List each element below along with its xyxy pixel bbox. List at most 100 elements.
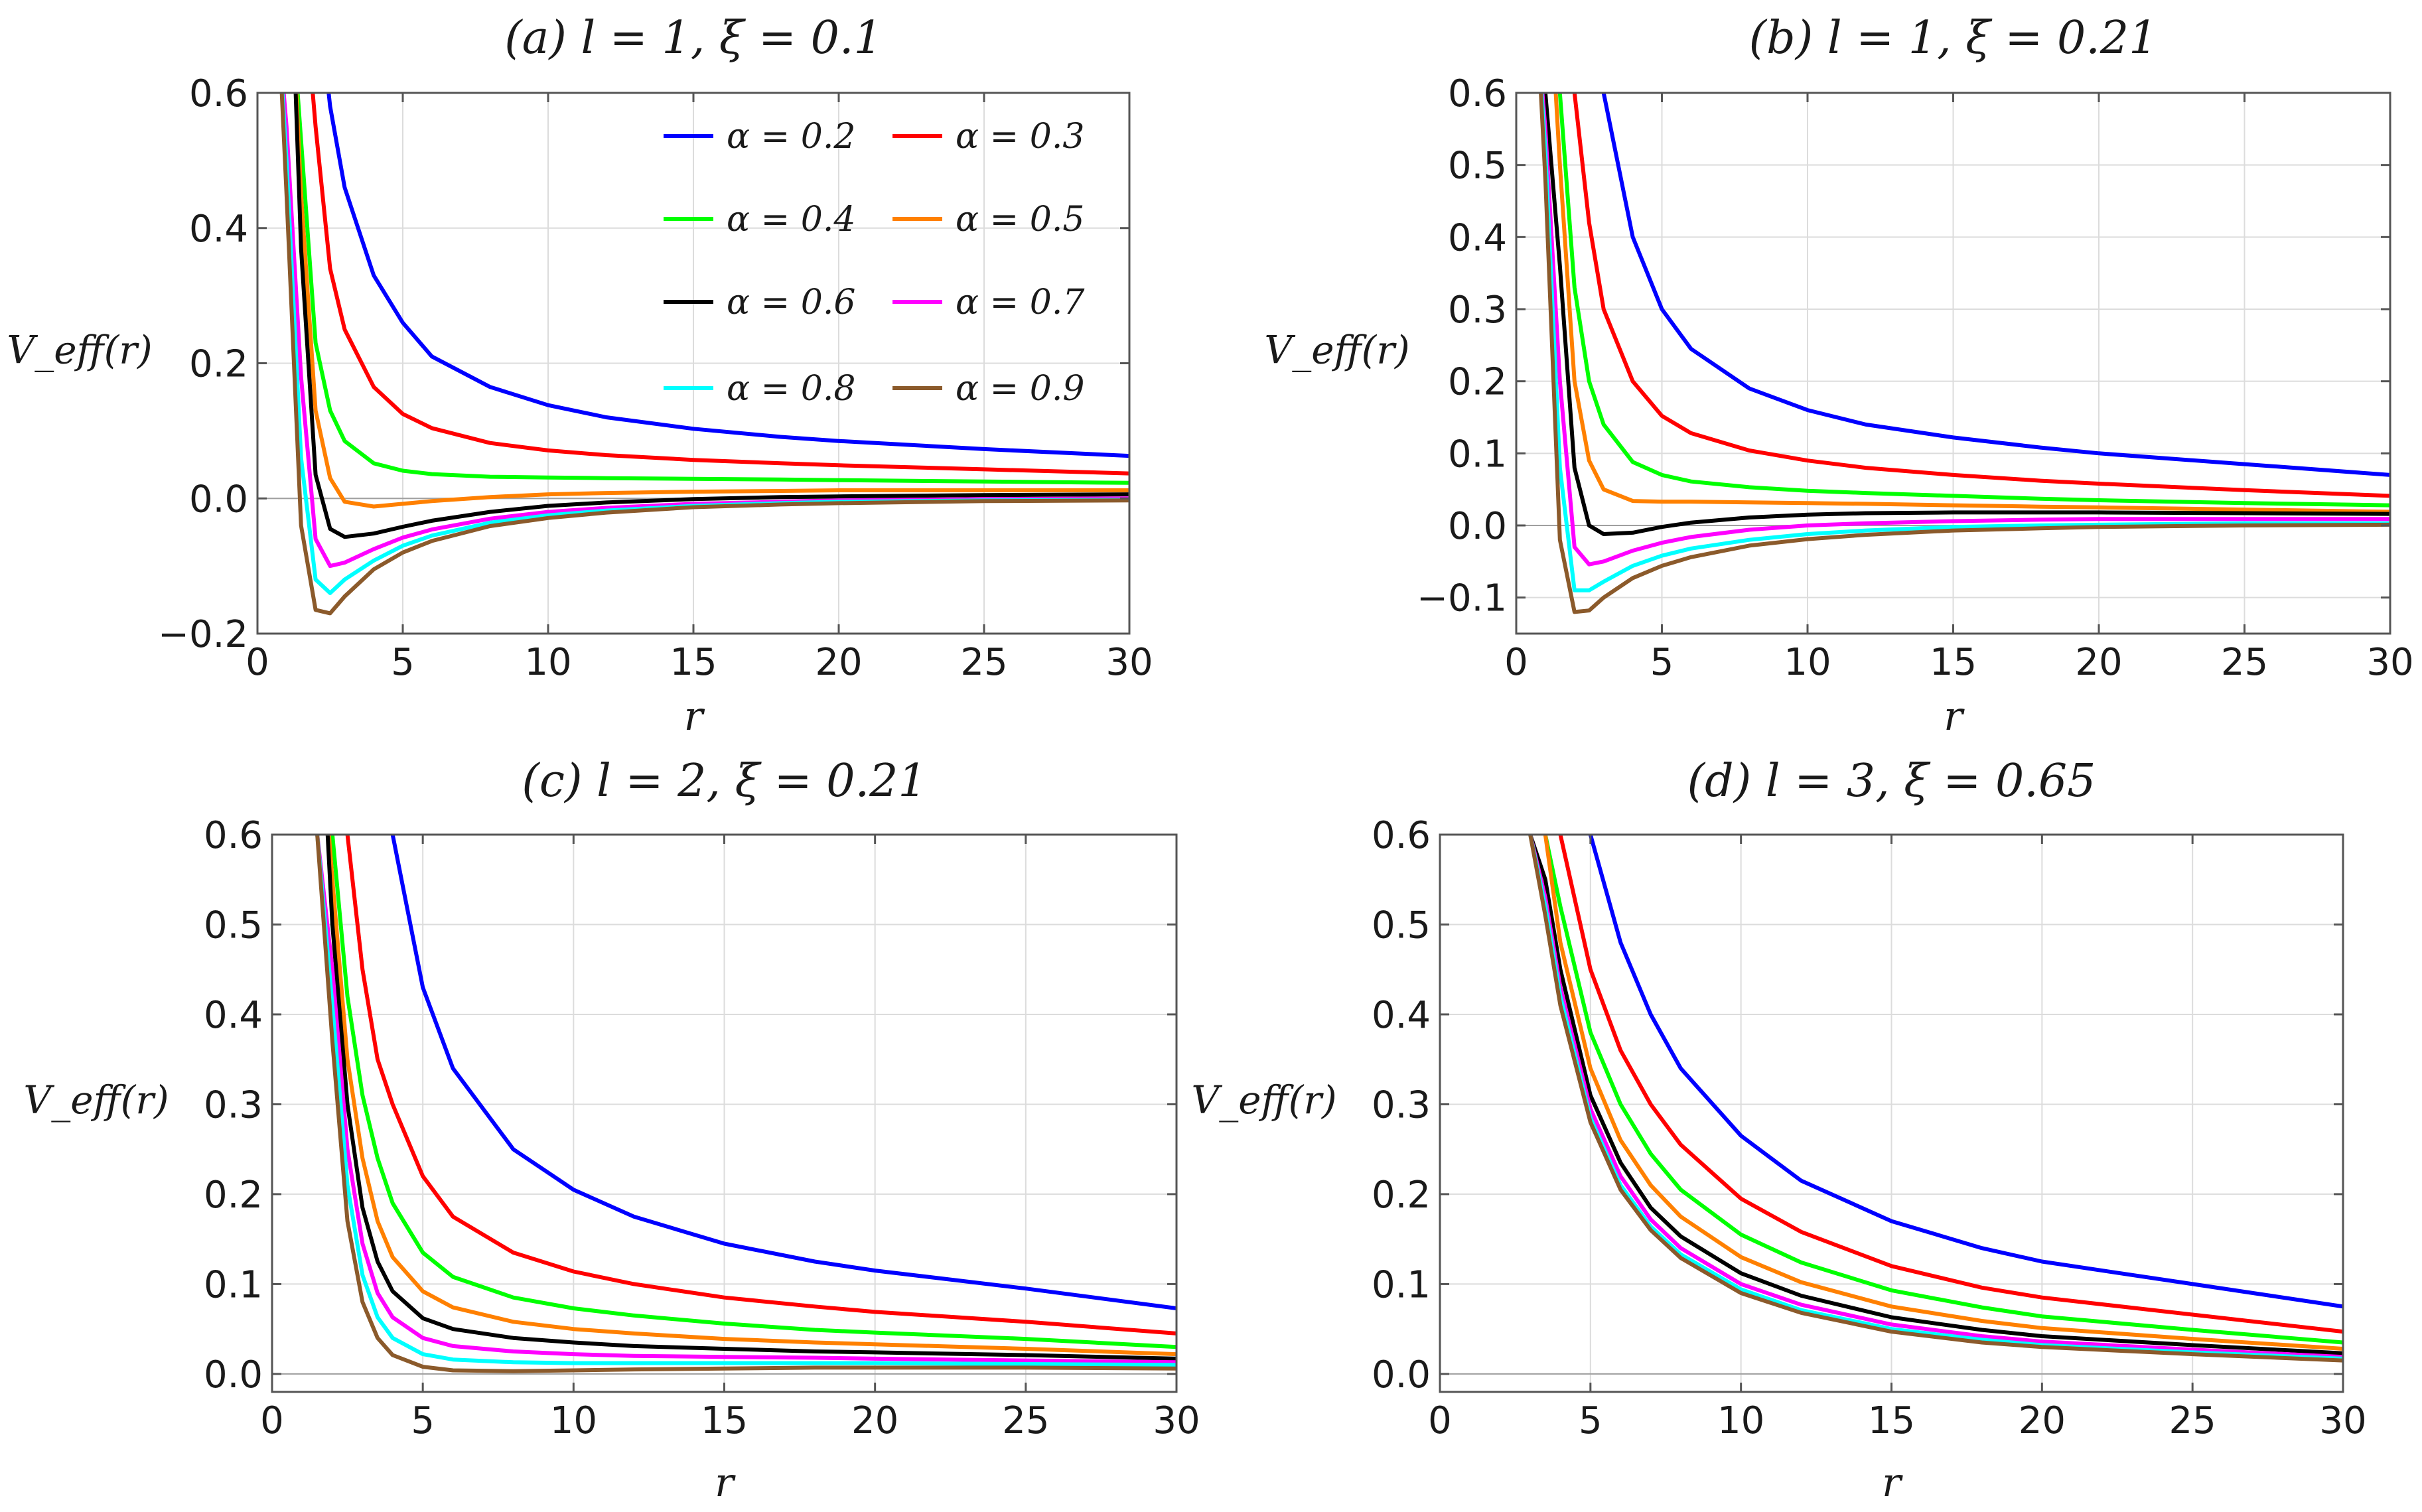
series-group bbox=[315, 835, 1176, 1373]
x-tick-label: 5 bbox=[1650, 641, 1674, 684]
x-tick-label: 30 bbox=[2319, 1399, 2366, 1442]
series-line-5 bbox=[1543, 93, 2390, 536]
x-tick-label: 10 bbox=[1784, 641, 1831, 684]
series-line-4 bbox=[294, 93, 1129, 509]
legend-label-3: α = 0.4 bbox=[727, 200, 855, 240]
y-axis-label: V_eff(r) bbox=[7, 328, 152, 373]
legend-label-5: α = 0.6 bbox=[727, 283, 855, 322]
series-line-6 bbox=[315, 835, 1176, 1365]
legend-label-6: α = 0.7 bbox=[956, 283, 1085, 322]
x-tick-label: 20 bbox=[815, 641, 862, 684]
series-line-8 bbox=[1528, 835, 2343, 1363]
legend-label-2: α = 0.3 bbox=[956, 117, 1084, 157]
series-line-4 bbox=[1543, 835, 2343, 1351]
legend-label-8: α = 0.9 bbox=[956, 369, 1084, 409]
x-tick-label: 25 bbox=[2169, 1399, 2216, 1442]
x-axis-label: r bbox=[715, 1460, 736, 1506]
x-tick-label: 15 bbox=[701, 1399, 748, 1442]
y-tick-label: 0.2 bbox=[1372, 1174, 1431, 1217]
x-axis-label: r bbox=[684, 693, 705, 740]
y-tick-label: 0.6 bbox=[1448, 72, 1507, 115]
y-tick-label: 0.2 bbox=[1448, 361, 1507, 404]
series-line-7 bbox=[315, 835, 1176, 1367]
panels: 0 5 10 15 20 25 30 −0.2 0.0 0.2 0.4 0.6 (a) l = 1, ξ… bbox=[7, 12, 2413, 1506]
chart-panel-1: 0 5 10 15 20 25 30 −0.2 0.0 0.2 0.4 0.6 (a) l = 1, ξ… bbox=[7, 12, 1153, 740]
series-line-8 bbox=[315, 835, 1176, 1373]
x-axis-label: r bbox=[1882, 1460, 1903, 1506]
x-tick-label: 15 bbox=[670, 641, 717, 684]
y-tick-label: 0.2 bbox=[189, 343, 248, 386]
series-line-2 bbox=[311, 93, 1129, 476]
y-tick-label: 0.4 bbox=[1372, 994, 1431, 1037]
series-line-2 bbox=[1572, 93, 2390, 498]
y-tick-label: 0.0 bbox=[1448, 505, 1507, 548]
y-tick-label: 0.6 bbox=[189, 72, 248, 115]
chart-panel-3: 0 5 10 15 20 25 30 0.0 0.1 0.2 0.3 0.4 0.5 0.6 (c) l =… bbox=[23, 755, 1200, 1506]
series-line-3 bbox=[330, 835, 1176, 1349]
y-tick-label: 0.5 bbox=[1448, 145, 1507, 188]
x-tick-label: 25 bbox=[960, 641, 1007, 684]
y-tick-label: −0.2 bbox=[158, 613, 248, 656]
y-axis-label: V_eff(r) bbox=[23, 1077, 169, 1123]
series-line-2 bbox=[345, 835, 1176, 1336]
x-tick-label: 30 bbox=[2366, 641, 2413, 684]
series-line-7 bbox=[1539, 93, 2390, 592]
x-tick-label: 20 bbox=[2019, 1399, 2066, 1442]
legend-label-1: α = 0.2 bbox=[727, 117, 855, 157]
y-axis-label: V_eff(r) bbox=[1191, 1077, 1336, 1123]
series-line-4 bbox=[326, 835, 1176, 1357]
series-line-4 bbox=[1553, 93, 2390, 514]
y-tick-label: 0.0 bbox=[1372, 1353, 1431, 1397]
legend: α = 0.2 α = 0.3 α = 0.4 α = 0.5 α = 0.6 α = 0… bbox=[664, 117, 1085, 409]
y-tick-label: 0.3 bbox=[1372, 1083, 1431, 1127]
series-line-1 bbox=[326, 93, 1129, 458]
y-tick-label: 0.0 bbox=[204, 1353, 263, 1397]
series-line-6 bbox=[1540, 93, 2390, 567]
x-tick-label: 15 bbox=[1930, 641, 1977, 684]
x-tick-label: 25 bbox=[2221, 641, 2268, 684]
x-tick-label: 5 bbox=[411, 1399, 435, 1442]
series-line-1 bbox=[1588, 835, 2343, 1309]
series-line-8 bbox=[1539, 93, 2390, 614]
x-tick-label: 10 bbox=[1717, 1399, 1764, 1442]
series-group bbox=[279, 93, 1129, 616]
y-tick-label: 0.5 bbox=[1372, 904, 1431, 947]
y-tick-label: 0.0 bbox=[189, 478, 248, 521]
x-tick-label: 20 bbox=[2075, 641, 2122, 684]
y-tick-label: −0.1 bbox=[1417, 577, 1507, 620]
y-tick-label: 0.1 bbox=[204, 1263, 263, 1306]
x-tick-label: 5 bbox=[1579, 1399, 1603, 1442]
x-tick-label: 25 bbox=[1002, 1399, 1049, 1442]
y-tick-label: 0.6 bbox=[1372, 814, 1431, 857]
y-tick-label: 0.2 bbox=[204, 1174, 263, 1217]
legend-label-4: α = 0.5 bbox=[956, 200, 1084, 240]
series-line-3 bbox=[295, 93, 1129, 485]
x-tick-label: 10 bbox=[550, 1399, 597, 1442]
x-tick-label: 30 bbox=[1105, 641, 1153, 684]
x-tick-label: 30 bbox=[1153, 1399, 1200, 1442]
y-tick-label: 0.6 bbox=[204, 814, 263, 857]
x-tick-label: 0 bbox=[1504, 641, 1528, 684]
series-group bbox=[1539, 93, 2390, 614]
legend-label-7: α = 0.8 bbox=[727, 369, 855, 409]
chart-title: (c) l = 2, ξ = 0.21 bbox=[522, 755, 926, 807]
chart-title: (a) l = 1, ξ = 0.1 bbox=[504, 12, 882, 64]
chart-panel-4: 0 5 10 15 20 25 30 0.0 0.1 0.2 0.3 0.4 0.5 0.6 (d) l =… bbox=[1191, 755, 2366, 1506]
series-group bbox=[1528, 835, 2343, 1363]
series-line-7 bbox=[1528, 835, 2343, 1361]
x-tick-label: 20 bbox=[851, 1399, 898, 1442]
y-tick-label: 0.1 bbox=[1372, 1263, 1431, 1306]
y-tick-label: 0.4 bbox=[189, 208, 248, 251]
x-tick-label: 0 bbox=[1428, 1399, 1452, 1442]
series-line-2 bbox=[1558, 835, 2343, 1334]
y-axis-label: V_eff(r) bbox=[1264, 328, 1409, 373]
chart-title: (d) l = 3, ξ = 0.65 bbox=[1687, 755, 2096, 807]
y-tick-label: 0.3 bbox=[1448, 289, 1507, 332]
series-line-1 bbox=[390, 835, 1176, 1310]
y-tick-label: 0.4 bbox=[1448, 216, 1507, 259]
y-tick-label: 0.3 bbox=[204, 1083, 263, 1127]
y-tick-label: 0.5 bbox=[204, 904, 263, 947]
x-tick-label: 15 bbox=[1868, 1399, 1915, 1442]
chart-title: (b) l = 1, ξ = 0.21 bbox=[1749, 12, 2158, 64]
